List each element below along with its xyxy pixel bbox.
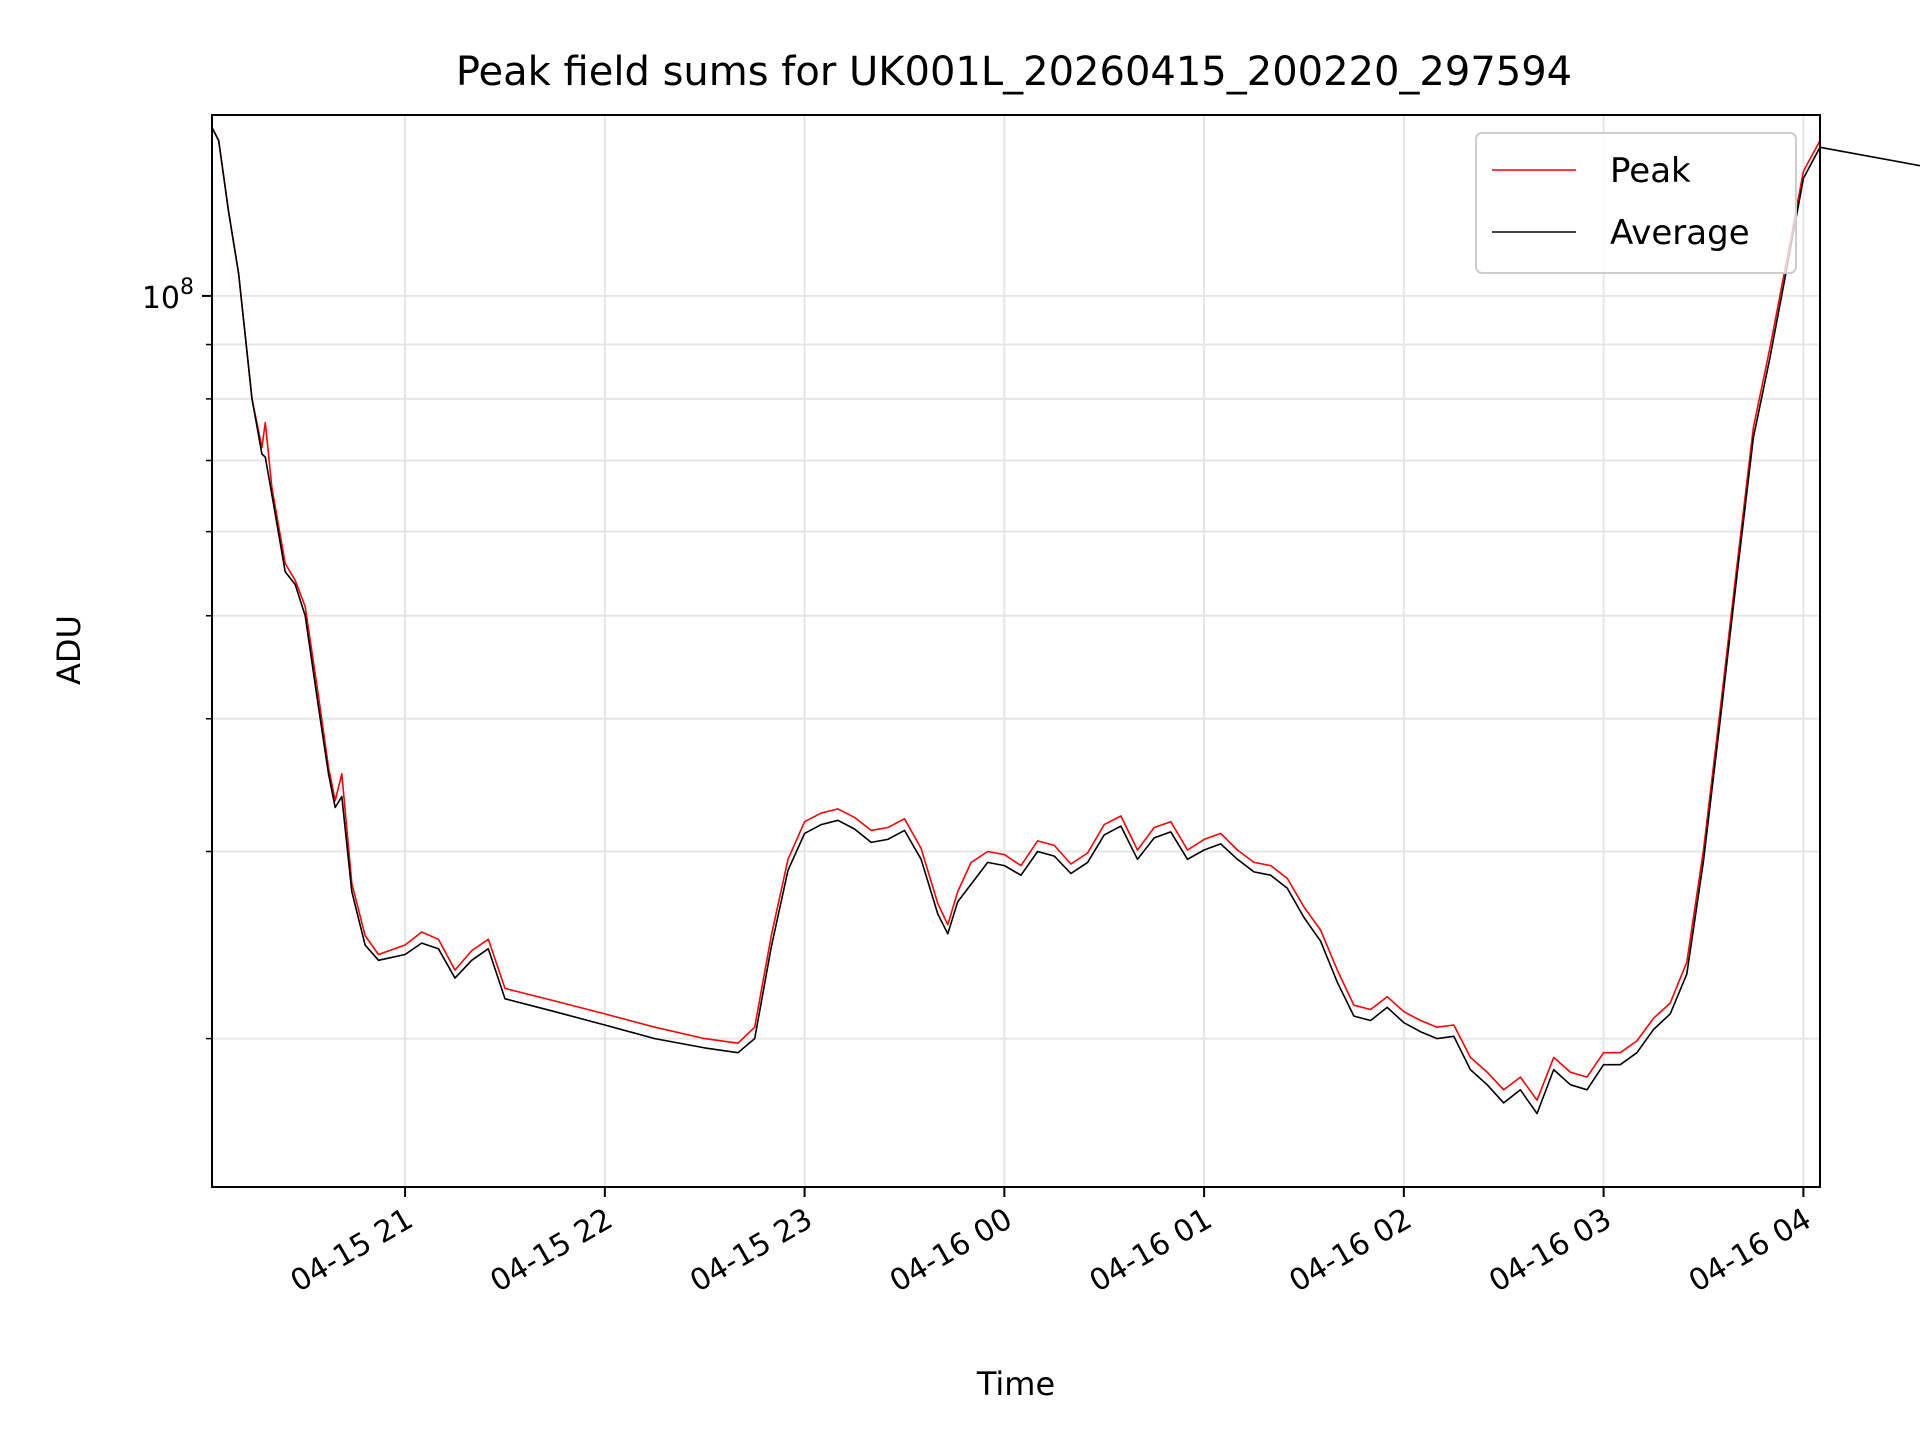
grid-lines [212,115,1820,1187]
series-line-average [211,127,1920,1115]
plot-area: 04-15 21 04-15 22 04-15 23 04-16 00 04-16 01… [142,114,1920,1299]
y-tick-label: 108 [142,275,194,316]
x-axis-label: Time [976,1365,1055,1403]
plot-frame [211,114,1821,1188]
legend-label-peak: Peak [1610,151,1691,191]
y-tick-label-base: 10 [142,281,180,316]
legend-box [1475,132,1797,274]
plot-background [212,115,1820,1187]
chart-title: Peak field sums for UK001L_20260415_2002… [456,49,1572,95]
legend-label-average: Average [1610,213,1750,253]
y-tick-label-exponent: 8 [180,275,194,300]
y-axis-label: ADU [50,615,88,685]
y-axis-ticks: 108 [142,275,212,1040]
series-line-peak [211,127,1821,1101]
legend: Peak Average [1475,132,1797,274]
series-lines [211,127,1920,1115]
